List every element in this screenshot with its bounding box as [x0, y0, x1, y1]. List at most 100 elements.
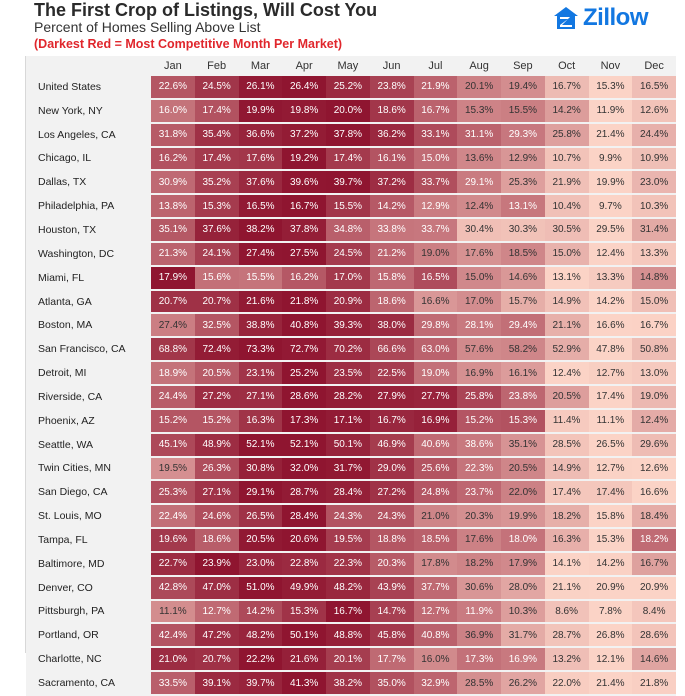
heat-cell: 15.0% [632, 289, 676, 315]
table-row: Denver, CO 42.8% 47.0% 51.0% 49.9% 48.2% 43.9%… [26, 575, 676, 601]
heat-cell: 27.9% [369, 384, 414, 410]
heat-cell: 16.3% [238, 408, 283, 434]
heat-cell: 10.3% [632, 194, 676, 220]
heat-cell: 47.2% [194, 623, 239, 649]
heat-cell: 15.3% [501, 408, 545, 434]
heat-cell: 72.7% [282, 337, 326, 363]
heat-cell: 30.9% [151, 170, 195, 196]
heat-cell: 48.8% [326, 623, 370, 649]
heat-cell: 39.7% [326, 170, 370, 196]
heat-cell: 63.0% [413, 337, 458, 363]
zillow-logo-text: Zillow [583, 4, 649, 31]
heat-cell: 31.4% [632, 218, 676, 243]
heat-cell: 19.5% [326, 528, 370, 553]
table-row: Seattle, WA 45.1% 48.9% 52.1% 52.1% 50.1% 46.9… [26, 432, 676, 458]
heat-cell: 32.9% [413, 671, 458, 696]
heat-cell: 15.8% [588, 504, 633, 530]
header-corner [26, 56, 151, 76]
table-row: Dallas, TX 30.9% 35.2% 37.6% 39.6% 39.7% 37.2%… [26, 170, 676, 196]
heat-cell: 21.6% [282, 647, 326, 673]
heat-cell: 66.6% [369, 337, 414, 363]
heat-cell: 16.6% [632, 480, 676, 506]
heat-cell: 15.7% [501, 289, 545, 315]
market-label: Philadelphia, PA [26, 194, 151, 220]
heat-cell: 25.8% [544, 122, 589, 148]
heat-cell: 11.1% [151, 599, 195, 625]
market-label: Atlanta, GA [26, 289, 151, 315]
heat-cell: 15.5% [326, 194, 370, 220]
heat-cell: 42.8% [151, 575, 195, 601]
heat-cell: 21.8% [632, 671, 676, 696]
table-row: Boston, MA 27.4% 32.5% 38.8% 40.8% 39.3% 38.0%… [26, 313, 676, 339]
heat-cell: 14.1% [544, 551, 589, 577]
heat-cell: 23.0% [632, 170, 676, 196]
heat-cell: 23.0% [238, 551, 283, 577]
heat-cell: 19.8% [282, 98, 326, 124]
heat-cell: 24.6% [194, 504, 239, 530]
heat-cell: 28.5% [544, 432, 589, 458]
heat-cell: 17.9% [151, 265, 195, 291]
heat-cell: 20.6% [282, 528, 326, 553]
heat-cell: 21.9% [413, 76, 458, 100]
heat-cell: 22.7% [151, 551, 195, 577]
heat-cell: 21.4% [588, 122, 633, 148]
heat-cell: 11.4% [544, 408, 589, 434]
market-label: Washington, DC [26, 241, 151, 267]
heat-cell: 28.4% [326, 480, 370, 506]
month-label-apr: Apr [295, 60, 313, 72]
heat-cell: 24.5% [326, 241, 370, 267]
heat-cell: 35.4% [194, 122, 239, 148]
market-label: Boston, MA [26, 313, 151, 339]
heat-cell: 18.8% [369, 528, 414, 553]
heat-cell: 29.3% [501, 122, 545, 148]
market-label: Tampa, FL [26, 528, 151, 553]
market-label: Charlotte, NC [26, 647, 151, 673]
heat-cell: 17.4% [194, 146, 239, 172]
heat-cell: 9.9% [588, 146, 633, 172]
heat-cell: 37.7% [413, 575, 458, 601]
heat-cell: 11.1% [588, 408, 633, 434]
heat-cell: 24.4% [151, 384, 195, 410]
chart-annotation: (Darkest Red = Most Competitive Month Pe… [34, 37, 343, 51]
heat-cell: 28.4% [282, 504, 326, 530]
heat-cell: 48.2% [326, 575, 370, 601]
heat-cell: 17.4% [588, 480, 633, 506]
heat-cell: 45.8% [369, 623, 414, 649]
heat-cell: 15.3% [282, 599, 326, 625]
market-label: Riverside, CA [26, 384, 151, 410]
heat-cell: 14.2% [588, 289, 633, 315]
heat-cell: 27.2% [369, 480, 414, 506]
chart-title: The First Crop of Listings, Will Cost Yo… [34, 0, 378, 20]
heat-cell: 17.6% [457, 241, 501, 267]
table-row: Atlanta, GA 20.7% 20.7% 21.6% 21.8% 20.9% 18.6… [26, 289, 676, 315]
heat-cell: 18.5% [413, 528, 458, 553]
month-label-aug: Aug [469, 60, 489, 72]
market-label: Sacramento, CA [26, 671, 151, 696]
heat-cell: 12.7% [194, 599, 239, 625]
heat-cell: 17.6% [238, 146, 283, 172]
heat-cell: 27.2% [194, 384, 239, 410]
heat-cell: 51.0% [238, 575, 283, 601]
market-label: San Francisco, CA [26, 337, 151, 363]
market-label: St. Louis, MO [26, 504, 151, 530]
heat-cell: 49.9% [282, 575, 326, 601]
heat-cell: 21.4% [588, 671, 633, 696]
heat-cell: 8.6% [544, 599, 589, 625]
heat-cell: 47.8% [588, 337, 633, 363]
heat-cell: 23.5% [326, 361, 370, 386]
heat-cell: 28.7% [544, 623, 589, 649]
heat-cell: 20.1% [326, 647, 370, 673]
heat-cell: 30.8% [238, 456, 283, 482]
month-label-jul: Jul [428, 60, 443, 72]
heat-cell: 16.9% [457, 361, 501, 386]
heat-cell: 15.8% [369, 265, 414, 291]
heat-cell: 17.0% [326, 265, 370, 291]
heat-cell: 21.3% [151, 241, 195, 267]
heat-cell: 29.6% [632, 432, 676, 458]
heat-cell: 12.7% [588, 456, 633, 482]
heat-cell: 25.6% [413, 456, 458, 482]
heat-cell: 33.7% [413, 170, 458, 196]
heat-cell: 31.7% [326, 456, 370, 482]
heat-cell: 23.8% [369, 76, 414, 100]
heat-cell: 18.0% [501, 528, 545, 553]
